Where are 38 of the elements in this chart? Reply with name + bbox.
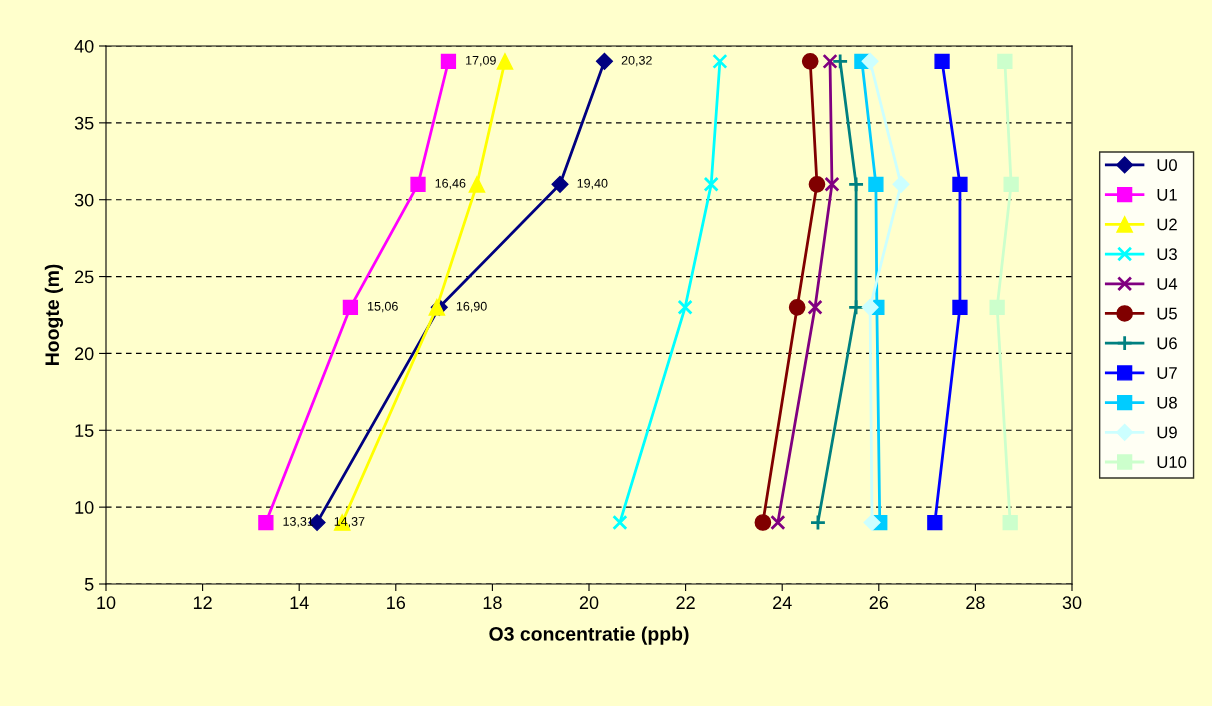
data-label: 20,32 <box>621 55 652 67</box>
y-tick-label: 40 <box>74 39 94 53</box>
y-tick-label: 35 <box>74 116 94 130</box>
y-tick-label: 15 <box>75 424 94 438</box>
y-tick-label: 20 <box>75 347 94 361</box>
x-tick-label: 22 <box>676 596 695 609</box>
x-axis-title: O3 concentratie (ppb) <box>489 626 689 645</box>
x-tick-label: 14 <box>290 596 309 609</box>
legend-label: U2 <box>1157 218 1177 231</box>
data-label: 16,46 <box>435 178 466 190</box>
legend-label: U7 <box>1157 367 1177 379</box>
legend-label: U1 <box>1157 189 1177 201</box>
legend-label: U5 <box>1157 307 1177 320</box>
legend-label: U3 <box>1157 248 1177 261</box>
y-tick-label: 25 <box>75 270 94 284</box>
data-label: 15,06 <box>368 301 398 313</box>
x-tick-label: 18 <box>483 596 502 610</box>
x-tick-label: 20 <box>579 596 599 610</box>
legend-label: U10 <box>1157 456 1187 468</box>
y-tick-label: 30 <box>74 193 94 207</box>
legend-label: U6 <box>1157 337 1177 350</box>
x-tick-label: 28 <box>966 596 985 610</box>
x-tick-label: 16 <box>387 596 406 610</box>
y-tick-label: 5 <box>84 578 94 591</box>
legend-label: U0 <box>1157 159 1177 171</box>
legend-label: U4 <box>1157 278 1178 290</box>
x-tick-label: 10 <box>97 596 116 610</box>
y-axis-title: Hoogte (m) <box>44 264 63 365</box>
x-tick-label: 26 <box>869 596 889 610</box>
legend-label: U9 <box>1157 426 1177 439</box>
x-tick-label: 30 <box>1062 596 1082 610</box>
data-label: 17,09 <box>466 55 496 67</box>
x-tick-label: 12 <box>193 596 212 609</box>
y-tick-label: 10 <box>75 501 94 514</box>
legend-label: U8 <box>1157 396 1177 409</box>
x-tick-label: 24 <box>773 596 792 609</box>
data-label: 16,90 <box>456 301 487 313</box>
data-label: 19,40 <box>577 178 608 190</box>
